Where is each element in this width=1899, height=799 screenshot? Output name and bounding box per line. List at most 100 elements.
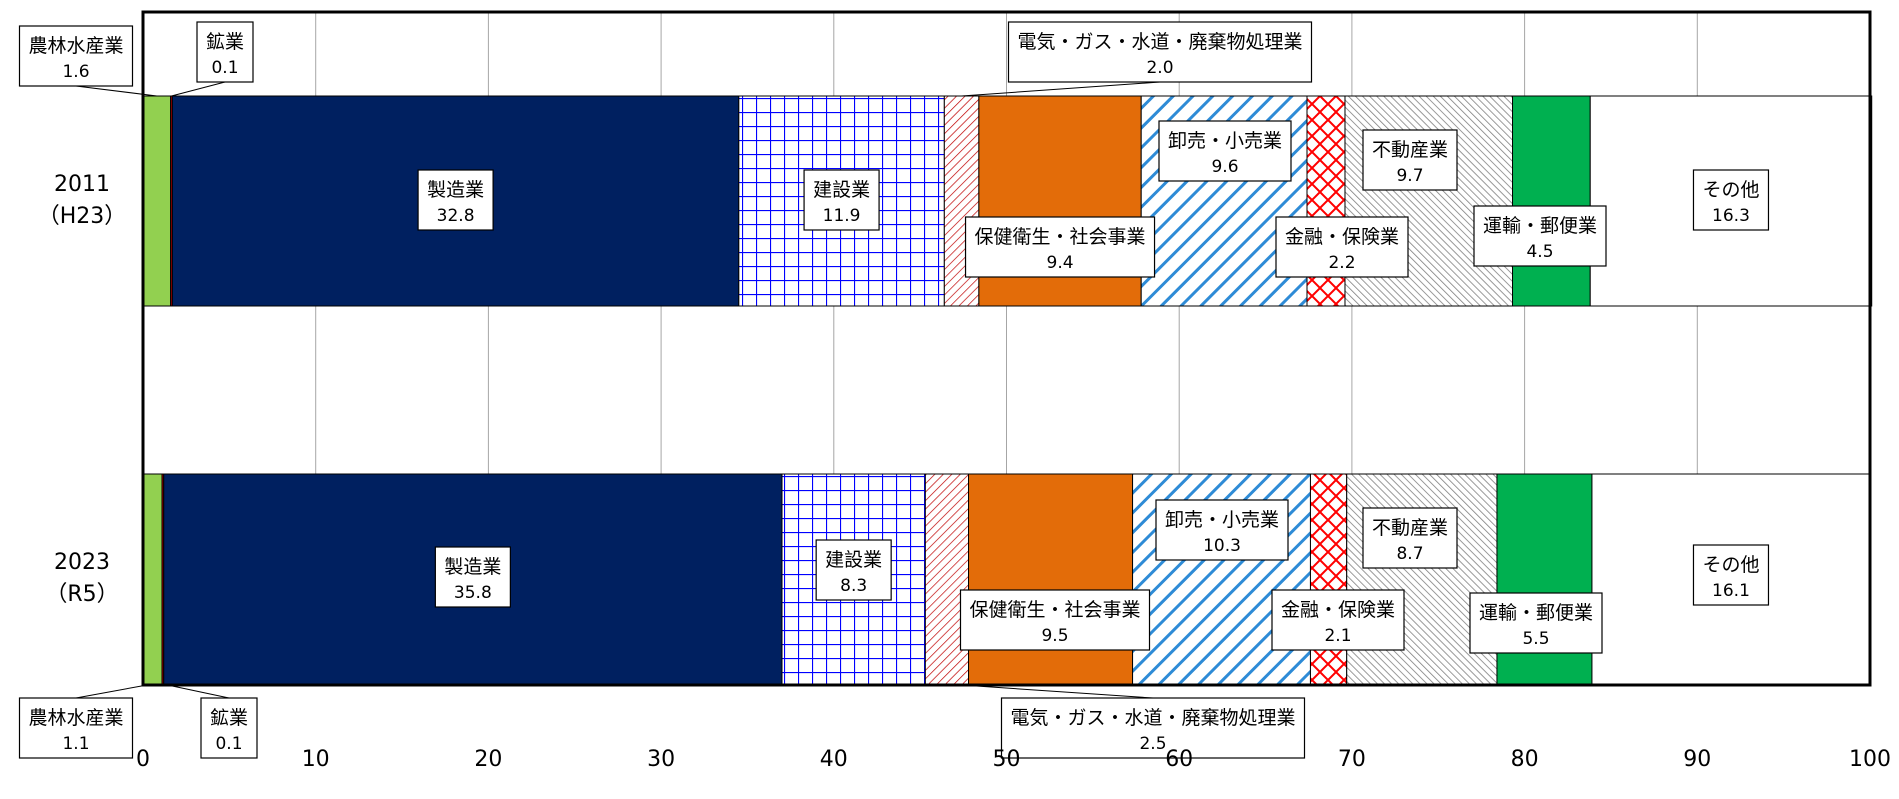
- label-2023-0-title: 農林水産業: [28, 707, 123, 729]
- label-2023-1-title: 鉱業: [210, 707, 248, 729]
- label-2011-8-title: 不動産業: [1372, 139, 1448, 161]
- label-2023-5-box: [959, 589, 1151, 651]
- bar-segment-2023-4: [924, 473, 970, 685]
- label-2023-5-title: 保健衛生・社会事業: [969, 599, 1140, 621]
- x-tick-label: 0: [136, 747, 150, 772]
- label-2011-6-value: 9.6: [1211, 157, 1238, 177]
- x-tick-label: 70: [1338, 747, 1366, 772]
- label-2011-10-title: その他: [1702, 179, 1759, 201]
- label-2023-2: 製造業 35.8: [434, 546, 511, 608]
- label-2023-7: 金融・保険業 2.1: [1271, 589, 1405, 651]
- bar-segment-2023-0: [142, 473, 163, 685]
- label-2023-7-value: 2.1: [1324, 626, 1351, 646]
- label-2023-7-title: 金融・保険業: [1281, 599, 1395, 621]
- leader-line: [75, 683, 153, 699]
- leader-line: [171, 81, 226, 97]
- x-tick-label: 20: [474, 747, 502, 772]
- bar-segment-2011-0: [142, 95, 172, 307]
- label-2011-3: 建設業 11.9: [803, 169, 880, 231]
- label-2011-9-box: [1473, 205, 1607, 267]
- label-2023-8: 不動産業 8.7: [1362, 507, 1458, 569]
- label-2011-2-title: 製造業: [427, 179, 484, 201]
- label-2011-3-value: 11.9: [823, 206, 861, 226]
- label-2023-8-value: 8.7: [1396, 544, 1423, 564]
- label-2023-6-title: 卸売・小売業: [1165, 509, 1279, 531]
- label-2011-0-title: 農林水産業: [28, 35, 123, 57]
- category-era-label: （R5）: [45, 582, 118, 607]
- label-2011-10-value: 16.3: [1712, 206, 1750, 226]
- label-2023-2-title: 製造業: [444, 556, 501, 578]
- label-2011-1-title: 鉱業: [206, 31, 244, 53]
- label-2023-0: 農林水産業 1.1: [18, 697, 134, 759]
- x-tick-label: 90: [1683, 747, 1711, 772]
- bar-segment-2011-9: [1512, 95, 1591, 307]
- label-2023-4-value: 2.5: [1139, 734, 1166, 754]
- label-2011-9-title: 運輸・郵便業: [1483, 215, 1597, 237]
- label-2011-4-value: 2.0: [1146, 58, 1173, 78]
- label-2023-2-value: 35.8: [454, 583, 492, 603]
- label-2011-7-value: 2.2: [1328, 253, 1355, 273]
- label-2023-3-title: 建設業: [825, 549, 882, 571]
- label-2023-4-title: 電気・ガス・水道・廃棄物処理業: [1010, 707, 1295, 729]
- category-era-label: （H23）: [38, 204, 127, 229]
- leader-line: [75, 85, 157, 97]
- leader-line: [961, 81, 1161, 97]
- label-2011-2-value: 32.8: [437, 206, 475, 226]
- label-2011-10: その他 16.3: [1692, 169, 1770, 231]
- label-2011-1-box: [196, 21, 254, 83]
- label-2011-7: 金融・保険業 2.2: [1275, 216, 1409, 278]
- category-year-label: 2023: [54, 550, 110, 575]
- label-2011-0-value: 1.6: [62, 62, 89, 82]
- category-year-label: 2011: [54, 172, 110, 197]
- plot-border: [141, 10, 1872, 687]
- label-2023-0-box: [18, 697, 134, 759]
- label-2011-4-title: 電気・ガス・水道・廃棄物処理業: [1017, 31, 1302, 53]
- label-2011-1-value: 0.1: [211, 58, 238, 78]
- plot-frame: [141, 10, 1872, 687]
- label-2011-4-box: [1007, 21, 1313, 83]
- label-2011-6-title: 卸売・小売業: [1168, 130, 1282, 152]
- label-2023-1: 鉱業 0.1: [200, 697, 258, 759]
- label-2011-8-box: [1362, 129, 1458, 191]
- leader-line: [946, 683, 1154, 699]
- label-2023-5-value: 9.5: [1041, 626, 1068, 646]
- label-2023-8-box: [1362, 507, 1458, 569]
- label-2011-5-title: 保健衛生・社会事業: [975, 226, 1146, 248]
- category-labels: 2011 （H23） 2023 （R5）: [38, 172, 127, 607]
- label-2023-10-box: [1692, 544, 1770, 606]
- label-2011-7-title: 金融・保険業: [1285, 226, 1399, 248]
- label-2011-4: 電気・ガス・水道・廃棄物処理業 2.0: [1007, 21, 1313, 83]
- label-2011-5: 保健衛生・社会事業 9.4: [964, 216, 1156, 278]
- label-2023-5: 保健衛生・社会事業 9.5: [959, 589, 1151, 651]
- label-2011-10-box: [1692, 169, 1770, 231]
- label-2011-8-value: 9.7: [1396, 166, 1423, 186]
- label-2011-9-value: 4.5: [1526, 242, 1553, 262]
- bar-segment-2023-5: [968, 473, 1134, 685]
- label-2023-6-box: [1155, 499, 1289, 561]
- x-tick-label: 40: [820, 747, 848, 772]
- label-2023-10-title: その他: [1702, 554, 1759, 576]
- label-2011-2: 製造業 32.8: [417, 169, 494, 231]
- leader-line: [162, 683, 230, 699]
- data-labels: 農林水産業 1.6 鉱業 0.1 製造業 32.8 建設業 11.9 電気・ガス・水道・廃棄物処…: [18, 21, 1770, 759]
- x-tick-label: 30: [647, 747, 675, 772]
- label-2023-10-value: 16.1: [1712, 581, 1750, 601]
- label-2011-7-box: [1275, 216, 1409, 278]
- label-2023-9: 運輸・郵便業 5.5: [1469, 592, 1603, 654]
- label-2023-1-box: [200, 697, 258, 759]
- label-2011-3-title: 建設業: [813, 179, 870, 201]
- x-tick-label: 80: [1511, 747, 1539, 772]
- x-tick-label: 60: [1165, 747, 1193, 772]
- label-2023-6: 卸売・小売業 10.3: [1155, 499, 1289, 561]
- label-2011-6-box: [1158, 120, 1292, 182]
- label-2011-0-box: [18, 25, 134, 87]
- label-2023-0-value: 1.1: [62, 734, 89, 754]
- bar-segment-2023-7: [1309, 473, 1348, 685]
- x-tick-label: 50: [993, 747, 1021, 772]
- x-axis: 0 10 20 30 40 50 60 70 80 90 100: [136, 747, 1891, 772]
- label-2023-10: その他 16.1: [1692, 544, 1770, 606]
- label-2011-0: 農林水産業 1.6: [18, 25, 134, 87]
- label-2023-3-value: 8.3: [840, 576, 867, 596]
- label-2023-3: 建設業 8.3: [815, 539, 892, 601]
